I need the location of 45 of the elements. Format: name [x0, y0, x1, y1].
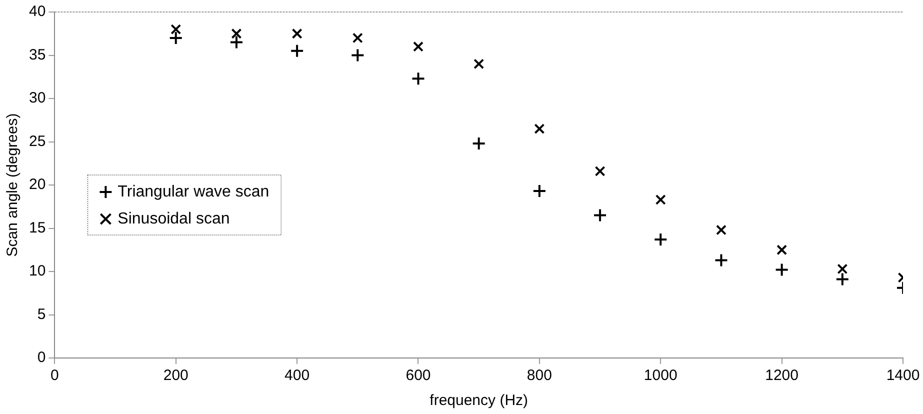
x-tick-label: 1400 — [886, 367, 920, 384]
legend-label: Triangular wave scan — [118, 183, 270, 200]
y-tick-label: 40 — [28, 3, 46, 20]
point — [231, 28, 242, 39]
point — [170, 24, 182, 35]
point — [594, 166, 606, 176]
point — [714, 253, 728, 268]
y-tick-label: 15 — [28, 219, 46, 236]
point — [593, 208, 608, 222]
x-tick-label: 200 — [163, 367, 188, 384]
point — [472, 136, 486, 150]
point — [350, 48, 365, 62]
x-axis-title: frequency (Hz) — [430, 392, 528, 410]
x-tick-label: 800 — [526, 367, 552, 384]
y-tick-label: 10 — [28, 262, 46, 280]
y-tick-label: 20 — [28, 176, 46, 194]
y-axis-title: Scan angle (degrees) — [4, 113, 22, 257]
point — [774, 262, 789, 277]
x-tick-label: 400 — [284, 367, 310, 384]
point — [655, 194, 666, 205]
point — [229, 35, 244, 50]
x-tick-label: 1000 — [644, 367, 678, 384]
point — [835, 272, 850, 286]
point — [474, 58, 484, 70]
point — [532, 184, 546, 198]
point — [411, 72, 426, 86]
y-tick-label: 25 — [28, 132, 46, 150]
x-tick-label: 1200 — [765, 367, 798, 384]
point — [352, 32, 363, 44]
point — [413, 41, 424, 52]
point — [654, 232, 668, 246]
y-tick-label: 30 — [28, 90, 46, 107]
point — [290, 44, 304, 58]
x-tick-label: 0 — [50, 367, 59, 384]
point — [534, 124, 545, 134]
point — [776, 244, 788, 256]
legend-label: Sinusoidal scan — [118, 210, 230, 228]
point — [168, 30, 183, 45]
y-tick-label: 35 — [28, 46, 46, 64]
x-tick-label: 600 — [406, 367, 431, 384]
point — [837, 264, 848, 274]
point — [716, 224, 726, 236]
point — [292, 28, 302, 39]
y-tick-label: 5 — [37, 306, 46, 323]
y-tick-label: 0 — [37, 349, 46, 366]
